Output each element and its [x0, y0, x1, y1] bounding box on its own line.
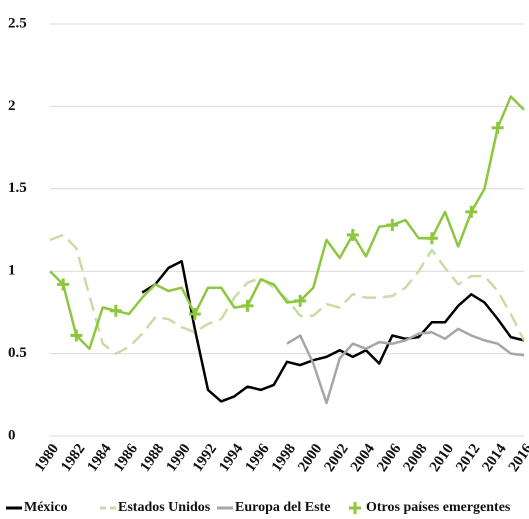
y-tick-label: 0.5 [8, 345, 27, 361]
series-line [286, 327, 525, 405]
y-tick-label: 1.5 [8, 180, 27, 196]
y-tick-label: 0 [8, 427, 16, 443]
x-tick-label: 1984 [84, 441, 115, 475]
x-tick-label: 2016 [506, 441, 529, 475]
x-tick-label: 2008 [400, 441, 430, 475]
x-tick-label: 1986 [111, 441, 142, 475]
legend-label: Otros países emergentes [366, 500, 511, 515]
point-marker [294, 294, 307, 307]
x-tick-label: 1996 [242, 441, 273, 475]
x-tick-label: 1982 [58, 441, 88, 475]
x-tick-label: 2004 [348, 441, 379, 475]
x-tick-label: 2012 [453, 441, 483, 475]
x-tick-label: 1998 [269, 441, 299, 475]
x-tick-label: 2010 [427, 441, 457, 475]
y-tick-label: 2 [8, 98, 16, 114]
x-tick-label: 1980 [32, 441, 62, 475]
series-line [141, 260, 525, 403]
x-tick-label: 1990 [163, 441, 193, 475]
x-tick-label: 1988 [137, 441, 167, 475]
legend-label: México [24, 500, 68, 515]
x-tick-label: 2002 [321, 441, 351, 475]
point-marker [70, 329, 83, 342]
legend-label: Estados Unidos [118, 500, 211, 515]
point-marker [386, 219, 399, 232]
point-marker [465, 205, 478, 218]
point-marker [491, 121, 504, 134]
y-tick-label: 1 [8, 263, 16, 279]
legend-label: Europa del Este [235, 500, 330, 515]
x-tick-label: 2000 [295, 441, 325, 475]
series-line [49, 233, 526, 355]
series-line [49, 95, 525, 350]
point-marker [57, 278, 70, 291]
point-marker [241, 299, 254, 312]
y-tick-label: 2.5 [8, 15, 27, 31]
x-tick-label: 1992 [190, 441, 220, 475]
point-marker [346, 228, 359, 241]
legend-symbol [349, 502, 361, 514]
point-marker [188, 308, 201, 321]
x-tick-label: 2014 [479, 441, 510, 475]
point-marker [425, 232, 438, 245]
x-tick-label: 1994 [216, 441, 247, 475]
point-marker [109, 304, 122, 317]
x-tick-label: 2006 [374, 441, 405, 475]
